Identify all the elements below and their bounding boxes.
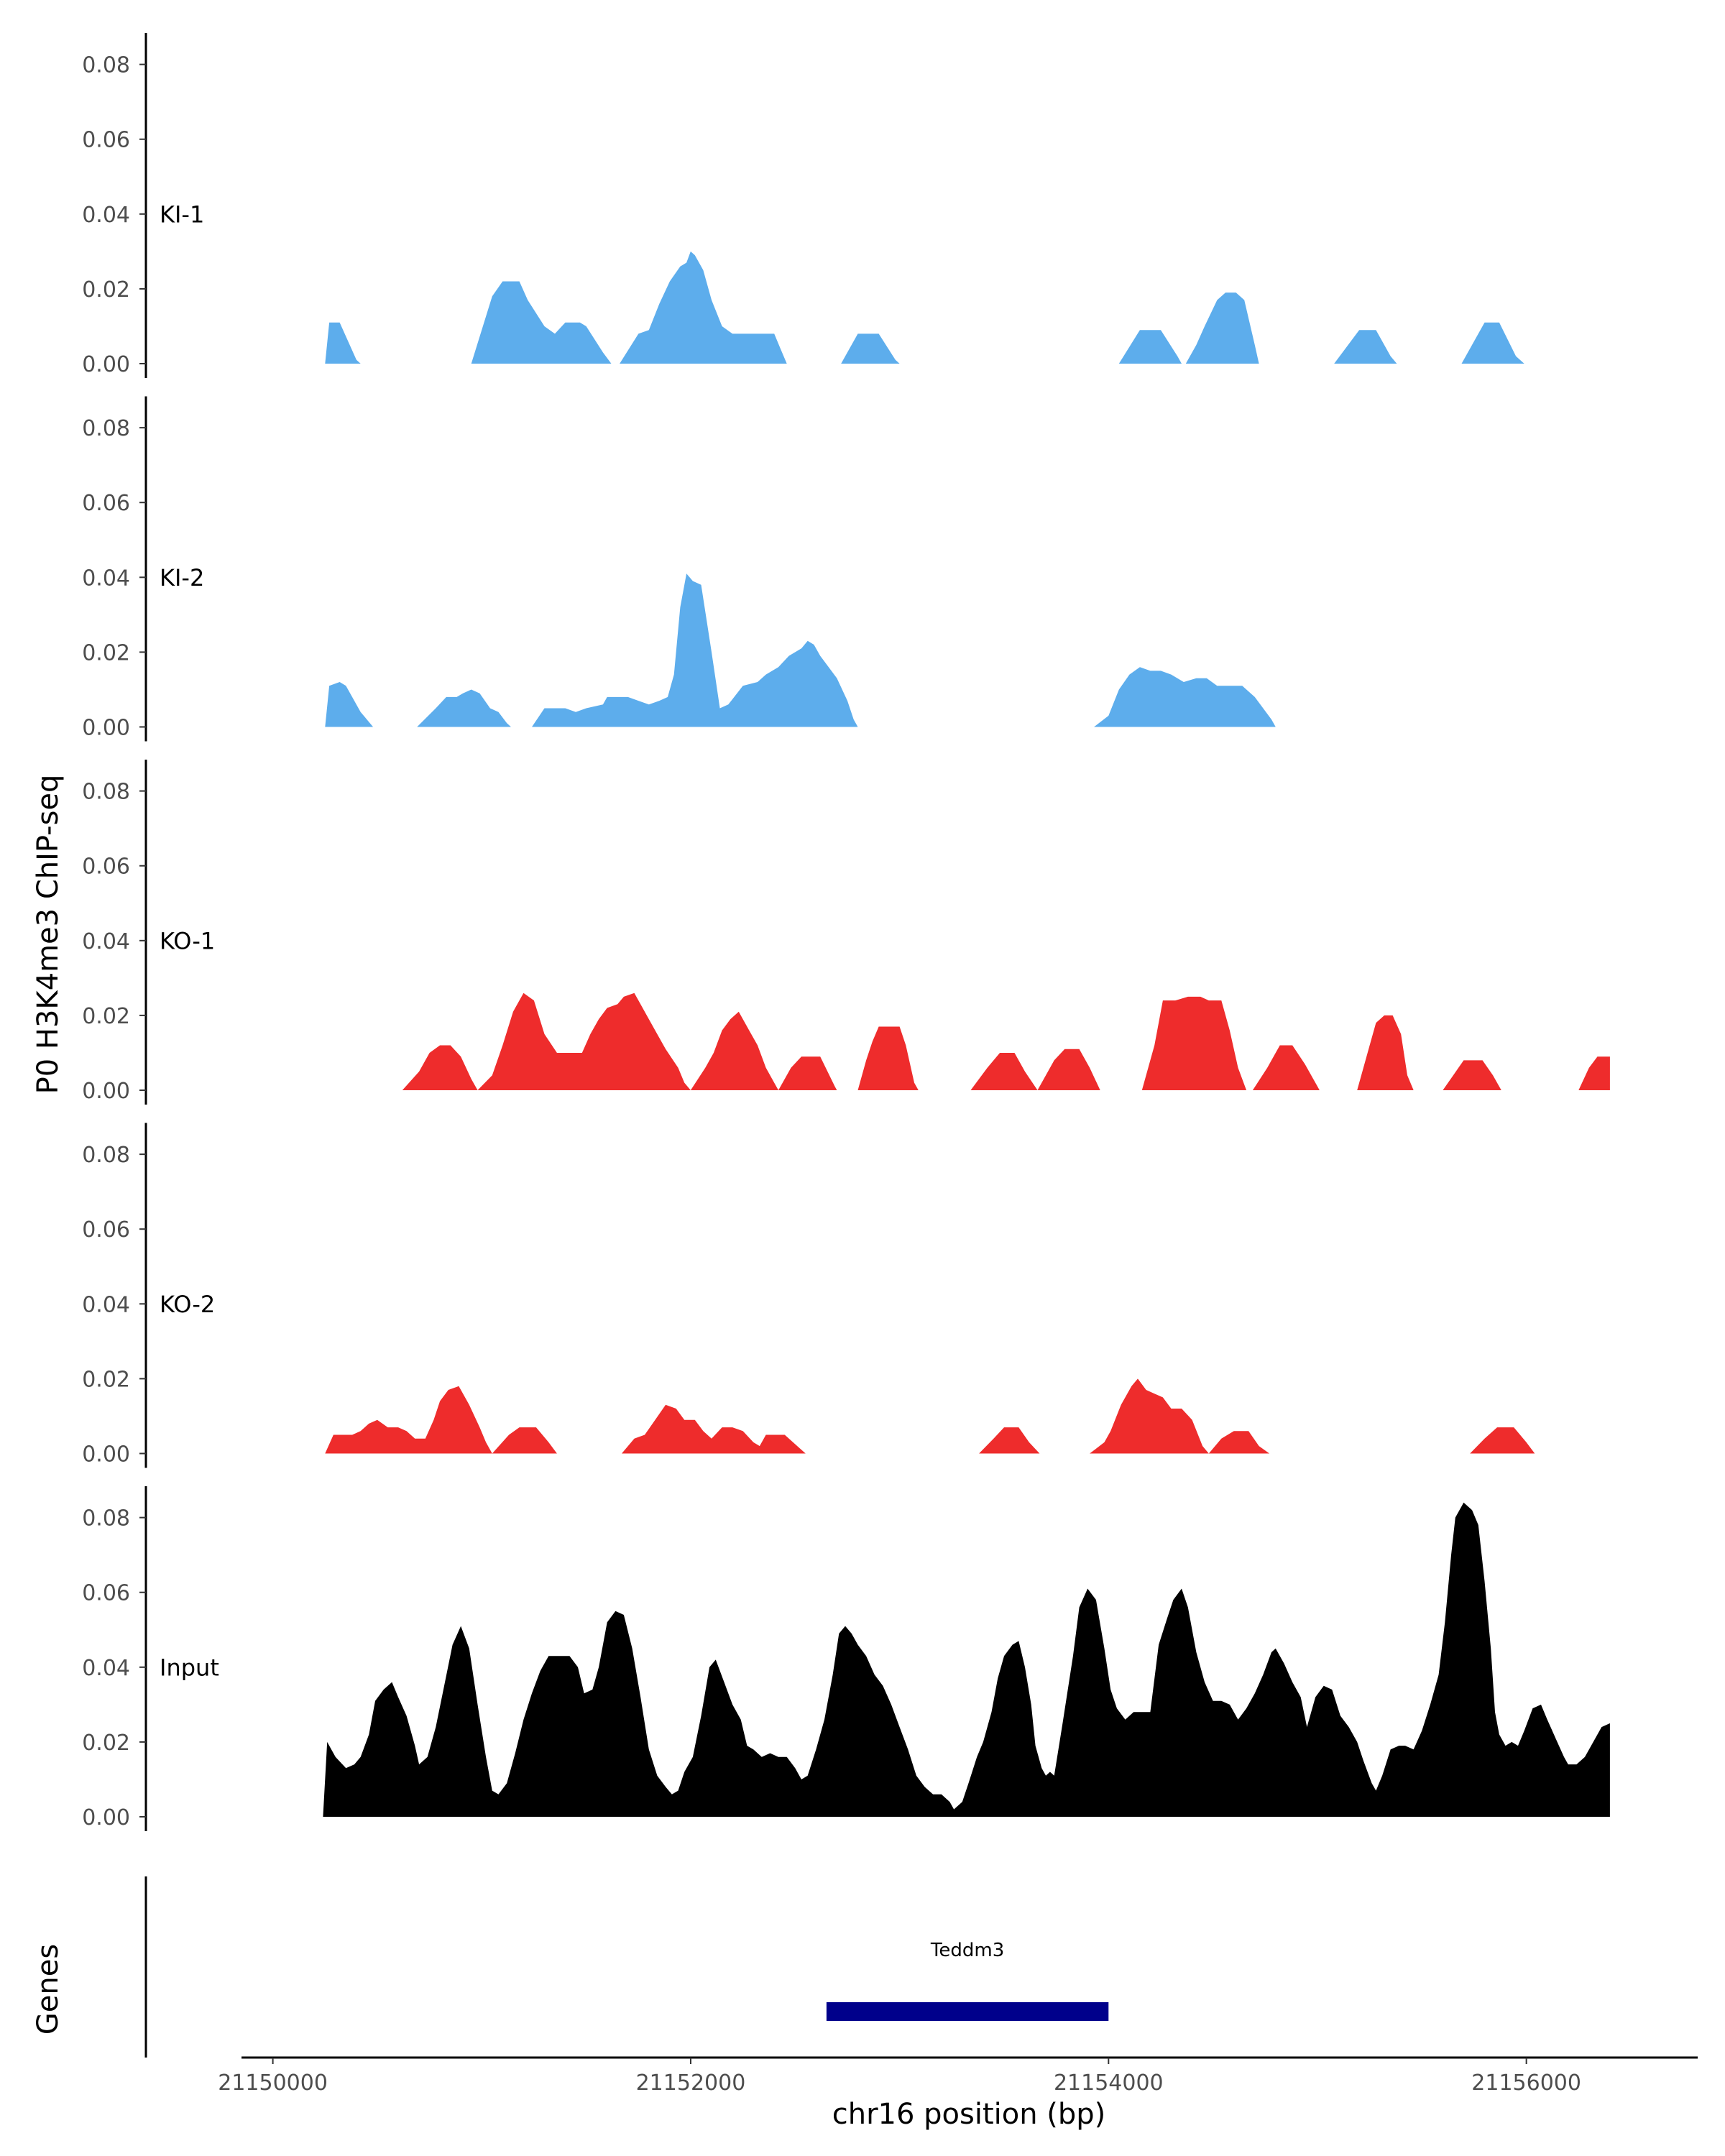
y-tick-label: 0.08 [82,416,130,441]
y-tick-label: 0.04 [82,566,130,591]
signal-area-ki-1 [1185,292,1259,364]
y-tick-label: 0.00 [82,1079,130,1104]
signal-area-input [323,1502,1610,1817]
y-tick-label: 0.02 [82,277,130,303]
track-label-ko-1: KO-1 [160,927,215,954]
y-tick-label: 0.04 [82,203,130,228]
track-panel-ko-1: 0.00 0.02 0.04 0.06 0.08 KO-1 [82,760,1610,1105]
track-panel-ko-2: 0.00 0.02 0.04 0.06 0.08 KO-2 [82,1123,1535,1468]
gene-label: Teddm3 [930,1940,1004,1961]
signal-area-ki-2 [532,573,858,727]
y-tick-label: 0.02 [82,1367,130,1392]
y-tick-label: 0.08 [82,1143,130,1168]
y-tick-label: 0.08 [82,1506,130,1531]
y-tick-label: 0.06 [82,1581,130,1606]
track-panel-input: 0.00 0.02 0.04 0.06 0.08 Input [82,1486,1610,1831]
y-tick-label: 0.06 [82,1217,130,1243]
signal-area-ki-1 [1118,330,1182,364]
signal-area-ki-1 [471,281,612,364]
signal-area-ko-1 [1578,1056,1610,1090]
x-axis: 21150000 21152000 21154000 21156000 [218,2056,1698,2096]
signal-area-ko-2 [622,1404,806,1454]
signal-area-ko-1 [970,1053,1038,1090]
y-tick-label: 0.00 [82,1805,130,1830]
x-axis-title: chr16 position (bp) [832,2098,1106,2131]
signal-area-ko-1 [778,1056,837,1090]
y-tick-label: 0.02 [82,640,130,665]
signal-area-ko-2 [979,1427,1040,1454]
track-label-ko-2: KO-2 [160,1291,215,1318]
signal-area-ko-2 [492,1427,557,1454]
y-tick-label: 0.06 [82,491,130,516]
signal-area-ki-1 [1461,322,1524,364]
signal-area-ki-2 [325,682,374,727]
signal-area-ko-1 [690,1011,778,1090]
gene-panel: Teddm3 [144,1876,1109,2058]
y-axis-title: P0 H3K4me3 ChIP-seq [32,775,65,1095]
track-label-ki-2: KI-2 [160,564,204,591]
signal-area-ki-1 [325,322,361,364]
track-panel-ki-1: 0.00 0.02 0.04 0.06 0.08 KI-1 [82,33,1524,378]
signal-area-ko-1 [857,1026,919,1090]
signal-area-ko-2 [1470,1427,1535,1454]
y-tick-label: 0.02 [82,1004,130,1029]
gene-body [826,2002,1109,2021]
signal-area-ko-1 [1141,996,1247,1090]
x-tick-label: 21156000 [1471,2070,1581,2096]
y-tick-label: 0.02 [82,1731,130,1756]
signal-area-ko-1 [1357,1015,1414,1090]
x-tick-label: 21150000 [218,2070,328,2096]
track-panels: 0.00 0.02 0.04 0.06 0.08 KI-1 0.00 0.02 0.04 0.06… [82,33,1610,1831]
y-tick-label: 0.00 [82,1442,130,1468]
y-tick-label: 0.08 [82,780,130,805]
track-label-input: Input [160,1654,219,1681]
track-panel-ki-2: 0.00 0.02 0.04 0.06 0.08 KI-2 [82,396,1276,742]
y-tick-label: 0.00 [82,352,130,377]
signal-area-ko-1 [402,1045,478,1090]
y-tick-label: 0.08 [82,53,130,78]
track-label-ki-1: KI-1 [160,201,204,228]
y-tick-label: 0.04 [82,1656,130,1681]
y-tick-label: 0.00 [82,716,130,741]
signal-area-ko-1 [477,992,691,1090]
signal-area-ki-1 [1334,330,1397,364]
x-tick-label: 21154000 [1054,2070,1164,2096]
signal-area-ki-2 [1094,667,1276,727]
y-tick-label: 0.04 [82,929,130,954]
signal-area-ki-1 [620,251,787,364]
y-tick-label: 0.06 [82,128,130,153]
genes-axis-title: Genes [32,1944,65,2035]
signal-area-ko-1 [1037,1049,1100,1090]
y-tick-label: 0.04 [82,1292,130,1317]
signal-area-ko-2 [1090,1378,1209,1454]
signal-area-ki-2 [417,689,511,727]
y-tick-label: 0.06 [82,854,130,880]
signal-area-ki-1 [841,333,900,364]
signal-area-ko-2 [1208,1431,1270,1454]
signal-area-ko-1 [1443,1060,1501,1090]
signal-area-ko-1 [1252,1045,1320,1090]
x-tick-label: 21152000 [636,2070,746,2096]
signal-area-ko-2 [325,1386,492,1454]
